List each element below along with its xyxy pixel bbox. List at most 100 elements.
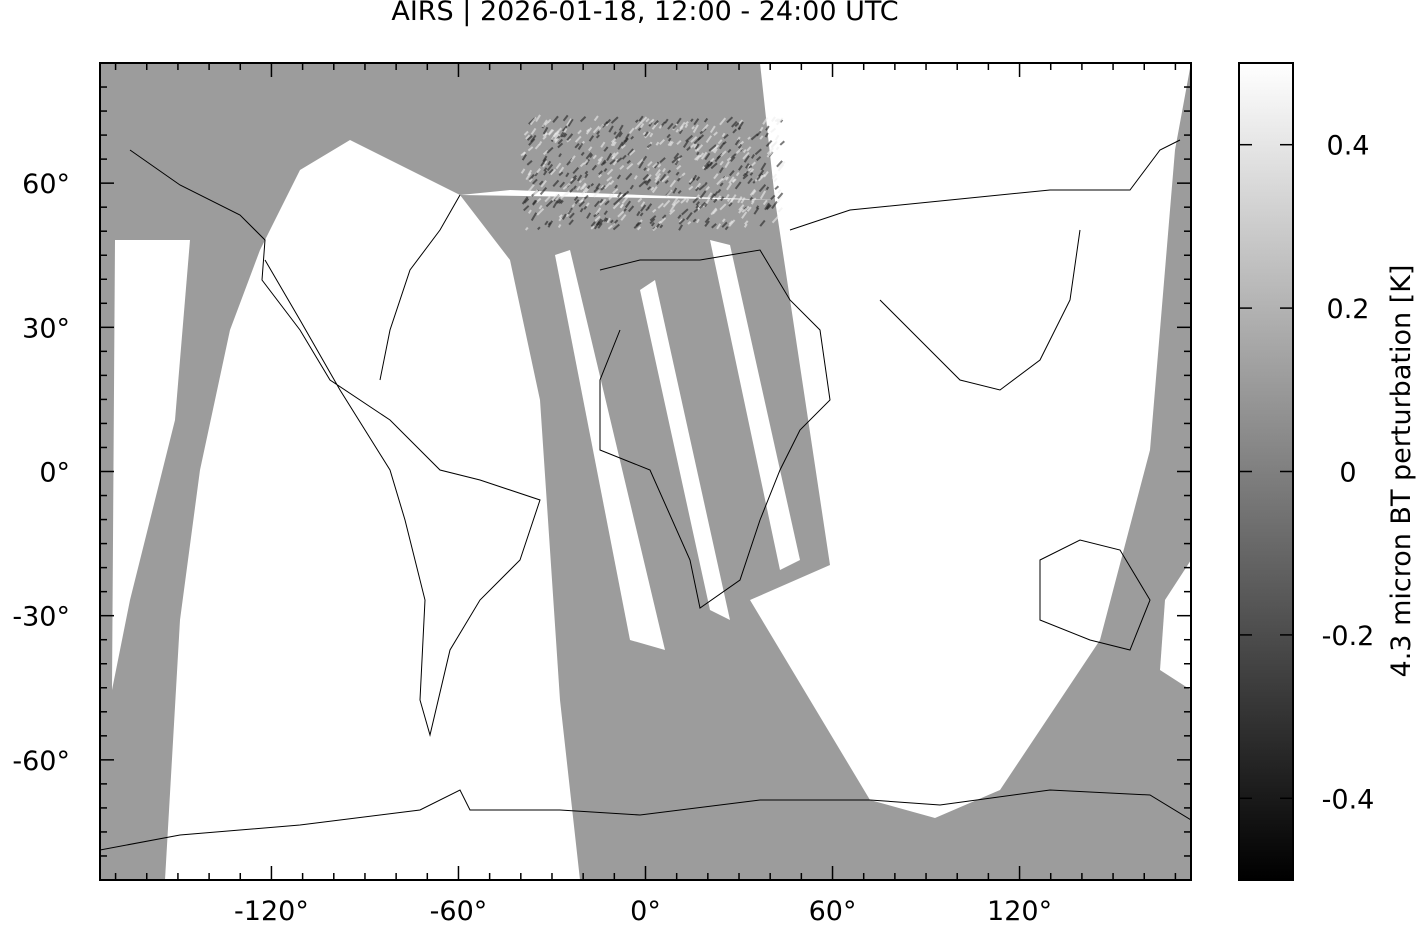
wave-feature	[636, 210, 641, 217]
wave-feature	[530, 212, 538, 222]
wave-feature	[730, 156, 736, 163]
wave-feature	[596, 130, 601, 135]
wave-feature	[655, 141, 660, 146]
wave-feature	[536, 207, 545, 216]
wave-feature	[737, 196, 743, 204]
wave-feature	[658, 124, 663, 129]
wave-feature	[695, 204, 700, 209]
wave-feature	[609, 159, 616, 165]
wave-feature	[700, 151, 708, 160]
wave-feature	[558, 199, 563, 204]
wave-feature	[586, 212, 592, 219]
coastline	[379, 194, 461, 381]
wave-feature	[749, 188, 756, 196]
wave-feature	[557, 138, 564, 145]
wave-feature	[773, 177, 778, 183]
wave-feature	[690, 118, 694, 123]
wave-feature	[573, 195, 579, 202]
wave-feature	[526, 135, 533, 141]
wave-feature	[755, 156, 762, 162]
wave-feature	[538, 180, 544, 186]
wave-feature	[547, 160, 552, 166]
wave-feature	[640, 204, 647, 212]
wave-feature	[704, 220, 710, 227]
wave-feature	[608, 125, 614, 133]
wave-feature	[532, 199, 537, 205]
wave-feature	[669, 179, 677, 188]
wave-feature	[726, 198, 731, 202]
wave-feature	[766, 151, 774, 158]
wave-feature	[717, 188, 722, 194]
wave-feature	[604, 200, 610, 206]
wave-feature	[654, 175, 660, 183]
wave-feature	[762, 117, 769, 125]
wave-feature	[611, 151, 619, 160]
colorbar-label: 4.3 micron BT perturbation [K]	[1386, 265, 1417, 678]
wave-feature	[600, 159, 607, 166]
wave-feature	[559, 131, 565, 138]
wave-feature	[621, 140, 627, 147]
wave-feature	[529, 116, 537, 126]
wave-feature	[713, 173, 719, 180]
wave-feature	[652, 208, 657, 213]
wave-feature	[627, 148, 634, 156]
wave-feature	[750, 161, 757, 168]
wave-feature	[551, 193, 559, 202]
wave-feature	[557, 142, 564, 149]
wave-feature	[644, 131, 649, 137]
wave-feature	[593, 187, 600, 193]
wave-feature	[708, 144, 717, 152]
wave-feature	[578, 200, 585, 208]
swath-gap	[640, 280, 730, 620]
wave-feature	[598, 170, 603, 176]
wave-feature	[732, 128, 738, 134]
wave-feature	[672, 124, 677, 130]
wave-feature	[679, 121, 686, 130]
wave-feature	[620, 214, 627, 221]
wave-feature	[526, 160, 533, 166]
wave-feature	[619, 164, 625, 170]
wave-feature	[725, 193, 730, 199]
swath-gap	[710, 240, 800, 570]
wave-feature	[731, 120, 738, 128]
wave-feature	[552, 179, 560, 188]
wave-feature	[713, 131, 718, 136]
y-tick-label: 30°	[22, 313, 70, 344]
wave-feature	[562, 114, 569, 122]
wave-feature	[612, 141, 617, 147]
wave-feature	[771, 200, 778, 210]
wave-feature	[701, 123, 709, 132]
wave-feature	[774, 134, 780, 141]
wave-feature	[572, 185, 577, 190]
wave-feature	[609, 180, 615, 186]
wave-feature	[560, 192, 567, 200]
wave-feature	[770, 127, 777, 134]
wave-feature	[728, 170, 735, 177]
wave-feature	[760, 162, 767, 171]
wave-feature	[716, 195, 722, 201]
wave-feature	[569, 155, 576, 163]
wave-feature	[565, 172, 570, 178]
wave-feature	[693, 118, 700, 126]
wave-feature	[593, 189, 601, 198]
wave-feature	[749, 196, 754, 201]
wave-feature	[541, 163, 546, 168]
wave-feature	[584, 188, 590, 193]
wave-feature	[737, 143, 743, 149]
wave-feature	[685, 134, 694, 143]
wave-feature	[704, 152, 711, 161]
wave-feature	[542, 149, 549, 156]
wave-feature	[606, 176, 613, 182]
wave-feature	[723, 133, 729, 140]
swath-gap	[112, 240, 190, 690]
wave-feature	[628, 127, 635, 134]
wave-feature	[776, 160, 783, 168]
wave-feature	[642, 173, 649, 181]
y-tick-label: -30°	[12, 602, 70, 633]
wave-feature	[777, 207, 783, 213]
wave-feature	[535, 114, 541, 123]
wave-feature	[696, 144, 704, 152]
wave-feature	[771, 215, 779, 224]
wave-feature	[693, 143, 698, 149]
wave-feature	[650, 186, 655, 191]
